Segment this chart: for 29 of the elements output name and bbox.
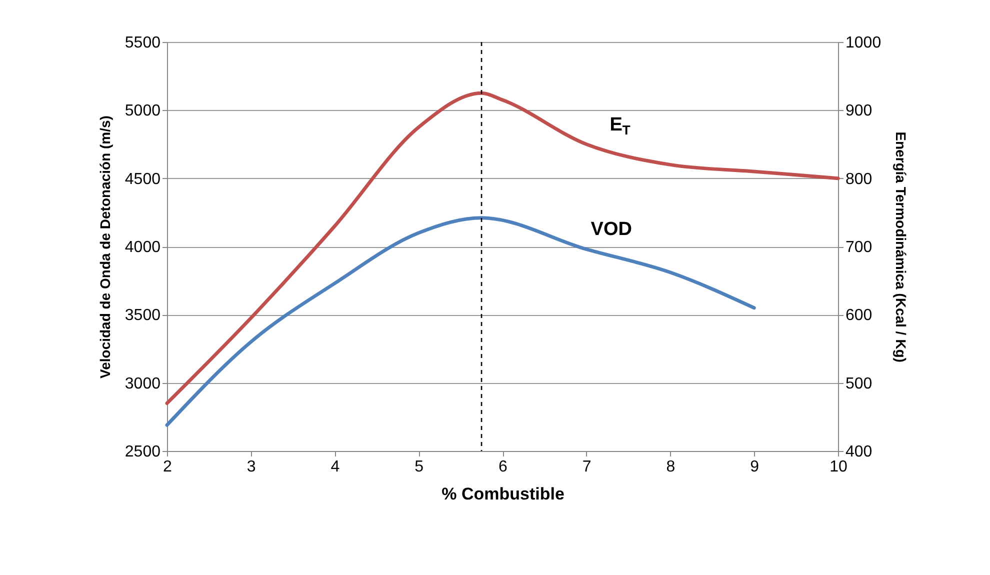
- x-axis-title: % Combustible: [442, 484, 564, 504]
- y2-tick-label: 800: [846, 170, 872, 188]
- y-tick-label: 3500: [124, 307, 161, 324]
- x-tick-label: 3: [246, 458, 256, 476]
- x-tick-label: 7: [582, 458, 592, 476]
- y2-tick-label: 900: [846, 102, 872, 120]
- x-tick-label: 4: [330, 458, 340, 476]
- x-tick-label: 8: [666, 458, 676, 476]
- line-series: [165, 216, 756, 427]
- y-tick-label: 3000: [124, 375, 161, 392]
- x-tick-label: 9: [750, 458, 760, 476]
- x-tick-label: 6: [498, 458, 508, 476]
- x-tick-label: 10: [830, 458, 848, 476]
- line-series: [165, 91, 840, 406]
- y2-axis-title: Energía Termodinámica (Kcal / Kg): [893, 132, 910, 362]
- y2-tick-label: 1000: [846, 34, 882, 52]
- y2-tick-label: 600: [846, 307, 872, 324]
- y-tick-label: 2500: [124, 444, 161, 460]
- y-tick-label: 5500: [124, 34, 161, 52]
- y2-tick-label: 400: [846, 444, 872, 460]
- series-label: VOD: [590, 219, 632, 240]
- x-tick-label: 5: [414, 458, 424, 476]
- y2-tick-label: 500: [846, 375, 872, 392]
- y-tick-label: 5000: [124, 102, 161, 120]
- y2-tick-label: 700: [846, 239, 872, 256]
- y-tick-label: 4500: [124, 170, 161, 188]
- y-axis-title: Velocidad de Onda de Detonación (m/s): [96, 116, 113, 378]
- y-tick-label: 4000: [124, 239, 161, 256]
- x-tick-label: 2: [163, 458, 172, 476]
